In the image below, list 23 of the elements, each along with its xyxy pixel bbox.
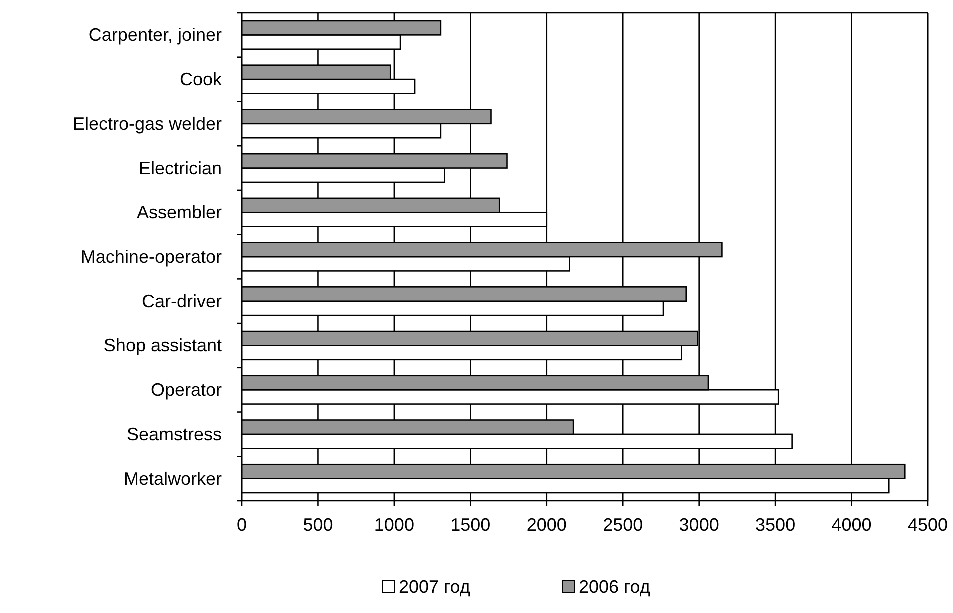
x-tick-label: 0 — [236, 515, 248, 535]
x-tick-label: 3000 — [679, 515, 720, 535]
y-tick-label: Cook — [180, 70, 223, 90]
y-tick-label: Seamstress — [126, 424, 222, 444]
y-tick-label: Electro-gas welder — [72, 114, 222, 134]
y-tick-label: Operator — [150, 380, 222, 400]
y-tick-label: Shop assistant — [104, 336, 222, 356]
x-tick-label: 500 — [303, 515, 334, 535]
x-tick-label: 2500 — [603, 515, 644, 535]
y-tick-label: Assembler — [136, 202, 222, 223]
legend-label: 2007 год — [399, 577, 471, 597]
x-tick-label: 3500 — [756, 515, 796, 535]
y-tick-label: Metalworker — [124, 468, 222, 489]
legend-label: 2006 год — [579, 577, 651, 597]
y-tick-label: Carpenter, joiner — [88, 25, 222, 46]
x-tick-label: 1500 — [450, 515, 491, 535]
y-tick-label: Electrician — [138, 158, 222, 178]
x-tick-label: 2000 — [526, 515, 567, 535]
x-tick-label: 4500 — [908, 515, 948, 535]
x-tick-label: 1000 — [374, 515, 414, 535]
x-tick-label: 4000 — [832, 515, 872, 535]
y-tick-label: Car-driver — [142, 291, 222, 312]
y-tick-label: Machine-operator — [80, 247, 222, 267]
